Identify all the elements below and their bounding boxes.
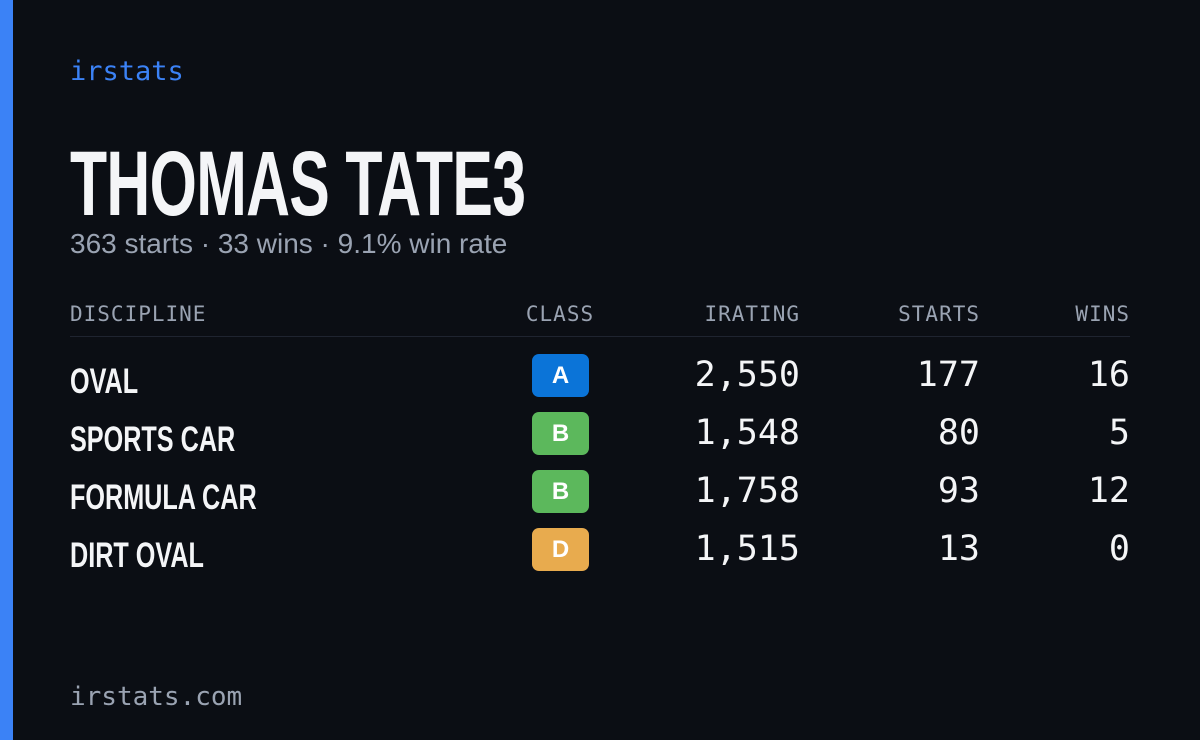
- wins: 12: [1087, 471, 1130, 511]
- column-header: WINS: [1075, 302, 1130, 326]
- column-header: IRATING: [704, 302, 800, 326]
- wins: 16: [1087, 355, 1130, 395]
- irating: 2,550: [694, 355, 800, 395]
- starts: 177: [916, 355, 980, 395]
- wins: 0: [1108, 529, 1130, 569]
- column-header: DISCIPLINE: [70, 302, 207, 326]
- starts: 13: [937, 529, 980, 569]
- column-header: STARTS: [898, 302, 980, 326]
- class-badge: B: [532, 470, 589, 513]
- starts: 80: [937, 413, 980, 453]
- irating: 1,548: [694, 413, 800, 453]
- footer-url: irstats.com: [70, 682, 243, 712]
- accent-bar: [0, 0, 13, 740]
- brand: irstats: [70, 56, 184, 87]
- column-header: CLASS: [525, 302, 595, 326]
- discipline: SPORTS CAR: [70, 420, 236, 459]
- class-badge: A: [532, 354, 589, 397]
- class-badge: D: [532, 528, 589, 571]
- discipline: FORMULA CAR: [70, 478, 257, 517]
- discipline: OVAL: [70, 362, 139, 401]
- irating: 1,515: [694, 529, 800, 569]
- summary: 363 starts · 33 wins · 9.1% win rate: [70, 228, 508, 259]
- discipline: DIRT OVAL: [70, 536, 204, 575]
- starts: 93: [937, 471, 980, 511]
- player-name: THOMAS TATE3: [70, 133, 526, 235]
- divider: [70, 336, 1130, 337]
- irating: 1,758: [694, 471, 800, 511]
- wins: 5: [1108, 413, 1130, 453]
- class-badge: B: [532, 412, 589, 455]
